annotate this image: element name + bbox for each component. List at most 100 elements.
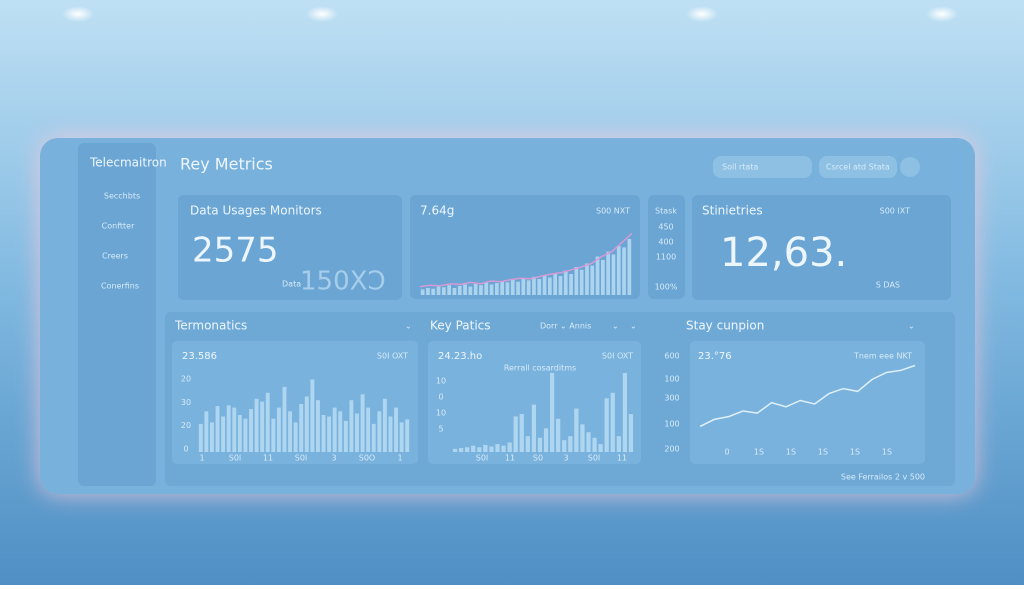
brand: Telecmaitron (89, 156, 167, 170)
bar (537, 278, 542, 295)
bar (505, 282, 510, 295)
card (692, 195, 951, 300)
bar (310, 379, 315, 452)
chevron[interactable]: ⌄ (405, 322, 412, 331)
bar (254, 398, 259, 452)
bar (371, 423, 376, 452)
bar (501, 445, 506, 452)
bar (471, 445, 476, 452)
x-tick-label: 0 (724, 448, 729, 457)
card-title: Stinietries (702, 204, 763, 218)
nav-item[interactable]: Conerfins (101, 282, 139, 291)
bar (569, 274, 573, 295)
bar (447, 285, 452, 295)
chevron[interactable]: ⌄ (908, 322, 915, 331)
card-ghost: 150XƆ (300, 267, 386, 297)
bar (525, 436, 530, 452)
bar (463, 284, 467, 295)
dropdown-label: Csrcel atd Stata (826, 163, 890, 172)
bar (537, 437, 543, 452)
bar (232, 407, 237, 452)
bar (484, 282, 489, 295)
sidebar (78, 143, 156, 486)
bar (282, 386, 287, 452)
bar (479, 285, 483, 295)
bar (516, 281, 520, 295)
bar (592, 437, 597, 452)
bar (562, 440, 567, 452)
bar (366, 407, 371, 452)
bar (477, 447, 482, 452)
bar (293, 422, 298, 452)
x-tick-label: 1S (818, 448, 828, 457)
y-tick-label: 200 (664, 445, 679, 454)
bar (500, 281, 505, 295)
bar (628, 414, 634, 452)
bar (315, 400, 320, 452)
bar (452, 448, 458, 452)
bar (321, 415, 326, 452)
bar (586, 432, 591, 452)
bar (436, 286, 441, 295)
nav-item[interactable]: Creers (102, 252, 128, 261)
dropdown-label: Soll rtata (722, 163, 758, 172)
bar (431, 288, 436, 295)
bar (215, 406, 220, 452)
bar (600, 260, 605, 295)
card (648, 195, 685, 299)
bar (457, 285, 462, 295)
card-tag: S00 IXT (880, 207, 911, 216)
bar (510, 279, 515, 295)
section-title: Termonatics (174, 319, 247, 333)
bar (260, 401, 265, 452)
bar (513, 416, 518, 452)
card-note: Data (282, 280, 301, 289)
x-tick-label: S0 (533, 454, 543, 463)
bar (489, 284, 494, 295)
x-tick-label: 1S (850, 448, 860, 457)
y-tick-label: 300 (664, 394, 679, 403)
bar (299, 403, 304, 452)
bar (288, 411, 293, 452)
bar (338, 411, 343, 452)
bar (204, 411, 209, 452)
chart-tag: S0I OXT (377, 352, 408, 361)
bar (595, 256, 600, 295)
card-value: 2575 (192, 231, 279, 271)
bar (558, 276, 563, 295)
y-tick-label: 5 (438, 425, 443, 434)
bar (355, 413, 359, 452)
bar (276, 407, 281, 452)
chevron[interactable]: ⌄ (612, 322, 619, 331)
bar (543, 428, 549, 452)
chevron[interactable]: ⌄ (630, 322, 637, 331)
y-tick-label: 20 (181, 375, 191, 384)
nav-item[interactable]: Secchbts (104, 192, 140, 201)
y-tick-label: 0 (183, 444, 188, 453)
x-tick-label: S0O (359, 454, 375, 463)
y-tick-label: 0 (438, 393, 443, 402)
bar (441, 287, 446, 295)
menu-button[interactable] (900, 157, 920, 177)
nav-item[interactable]: Conftter (102, 222, 135, 231)
dropdown[interactable] (819, 156, 897, 178)
y-tick-label: 100 (664, 375, 679, 384)
bar (209, 422, 214, 452)
filter[interactable]: Dorr ⌄ Annis (540, 322, 591, 331)
bar (243, 418, 248, 452)
bar (495, 444, 500, 452)
x-tick-label: 1 (397, 454, 402, 463)
bar (526, 280, 531, 295)
bar (610, 392, 615, 452)
x-tick-label: 3 (563, 454, 568, 463)
bar (382, 398, 387, 452)
footer-link[interactable]: See Ferrailos 2 v 500 (841, 473, 925, 482)
bar (616, 246, 621, 295)
stack-label: Stask (655, 207, 677, 216)
bar (405, 419, 410, 452)
x-tick-label: S0I (476, 454, 489, 463)
dropdown[interactable] (713, 156, 812, 178)
y-tick-label: 10 (436, 409, 446, 418)
card-title: Data Usages Monitors (190, 204, 322, 218)
